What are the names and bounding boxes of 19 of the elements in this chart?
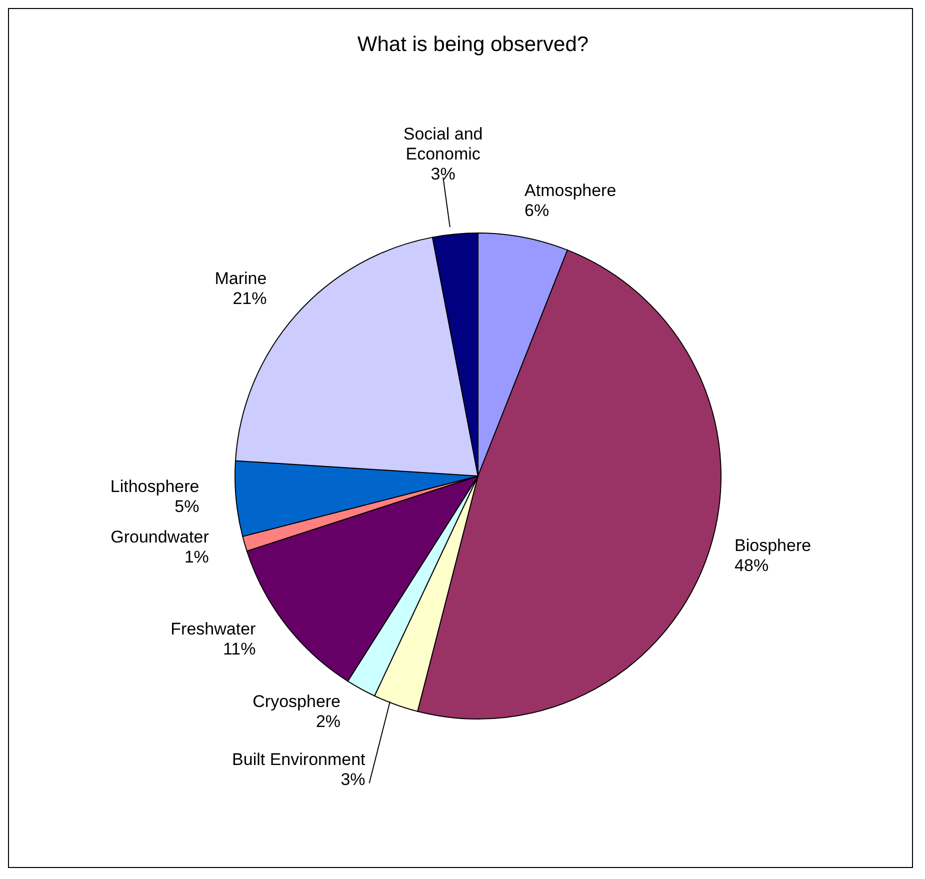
slice-label: Cryosphere [252, 692, 341, 711]
slice-label: Social and Economic [403, 124, 483, 164]
slice-label: Marine [214, 269, 267, 288]
data-label: 11% [222, 640, 256, 659]
slice-label: Biosphere [734, 536, 812, 555]
data-label: 48% [734, 556, 769, 575]
data-label: 2% [316, 712, 341, 731]
slice-label: Freshwater [170, 620, 256, 639]
data-label: 3% [340, 770, 366, 790]
data-label: 1% [184, 548, 209, 567]
slice-label: Built Environment [232, 750, 366, 770]
chart-title: What is being observed? [357, 33, 589, 56]
data-label: 21% [232, 289, 267, 308]
slice-label: Lithosphere [110, 476, 200, 496]
slice-label: Groundwater [110, 528, 210, 547]
slice-label: Atmosphere [524, 180, 616, 200]
data-label: 5% [174, 496, 200, 516]
data-label: 6% [524, 200, 550, 220]
data-label: 3% [430, 164, 456, 184]
